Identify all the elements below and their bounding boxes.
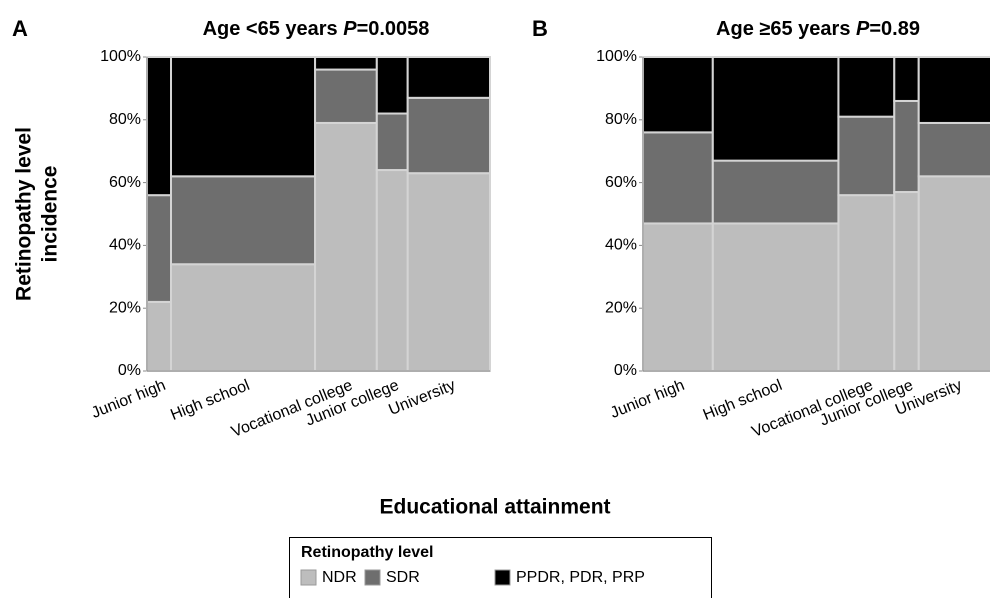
segment	[170, 263, 317, 372]
x-tick-label: Junior high	[89, 377, 168, 422]
x-tick-label: Junior high	[608, 377, 687, 422]
y-tick-label: 0%	[118, 362, 141, 379]
y-tick-label: 60%	[605, 174, 637, 191]
chart-title: Age <65 years P=0.0058	[203, 18, 430, 40]
title-text: Age <65 years	[203, 18, 344, 40]
segment	[711, 159, 840, 225]
legend-label: SDR	[386, 569, 420, 586]
legend-label: NDR	[322, 569, 357, 586]
segment	[375, 56, 409, 115]
segment	[711, 56, 840, 162]
segment	[711, 222, 840, 372]
legend-swatch	[364, 569, 381, 586]
segment	[170, 56, 317, 178]
y-tick-label: 20%	[109, 299, 141, 316]
stat-symbol: P	[856, 18, 870, 40]
x-axis-label: Educational attainment	[379, 496, 610, 519]
segment	[314, 121, 378, 372]
y-tick-label: 0%	[614, 362, 637, 379]
legend-box	[289, 537, 712, 598]
segment	[146, 300, 173, 373]
segment	[893, 56, 920, 102]
segment	[893, 99, 920, 194]
y-tick-label: 80%	[109, 111, 141, 128]
segment	[406, 96, 491, 175]
segment	[837, 56, 896, 118]
segment	[375, 112, 409, 172]
segment	[893, 191, 920, 372]
segment	[917, 175, 990, 372]
y-tick-label: 40%	[605, 237, 637, 254]
segment	[314, 68, 378, 124]
panel-label: B	[532, 16, 548, 41]
legend-title: Retinopathy level	[301, 544, 433, 561]
segment	[146, 194, 173, 303]
chart-title: Age ≥65 years P=0.89	[716, 18, 920, 40]
segment	[170, 175, 317, 266]
segment	[837, 194, 896, 372]
x-tick-label: High school	[168, 377, 252, 424]
segment	[406, 172, 491, 372]
y-tick-label: 20%	[605, 299, 637, 316]
y-axis-label: incidence	[39, 166, 62, 263]
stat-value: =0.0058	[357, 18, 430, 40]
legend-swatch	[300, 569, 317, 586]
legend-swatch	[494, 569, 511, 586]
y-axis-label: Retinopathy level	[13, 127, 36, 301]
segment	[917, 56, 990, 124]
segment	[375, 169, 409, 372]
stat-value: =0.89	[869, 18, 920, 40]
legend-label: PPDR, PDR, PRP	[516, 569, 645, 586]
segment	[406, 56, 491, 99]
y-tick-label: 100%	[100, 48, 141, 65]
segment	[314, 56, 378, 71]
stat-symbol: P	[343, 18, 357, 40]
y-tick-label: 80%	[605, 111, 637, 128]
segment	[837, 115, 896, 197]
title-text: Age ≥65 years	[716, 18, 856, 40]
y-tick-label: 100%	[596, 48, 637, 65]
y-tick-label: 60%	[109, 174, 141, 191]
y-tick-label: 40%	[109, 237, 141, 254]
segment	[642, 56, 714, 134]
segment	[917, 121, 990, 178]
segment	[146, 56, 173, 197]
segment	[642, 131, 714, 225]
panel-label: A	[12, 16, 28, 41]
segment	[642, 222, 714, 372]
